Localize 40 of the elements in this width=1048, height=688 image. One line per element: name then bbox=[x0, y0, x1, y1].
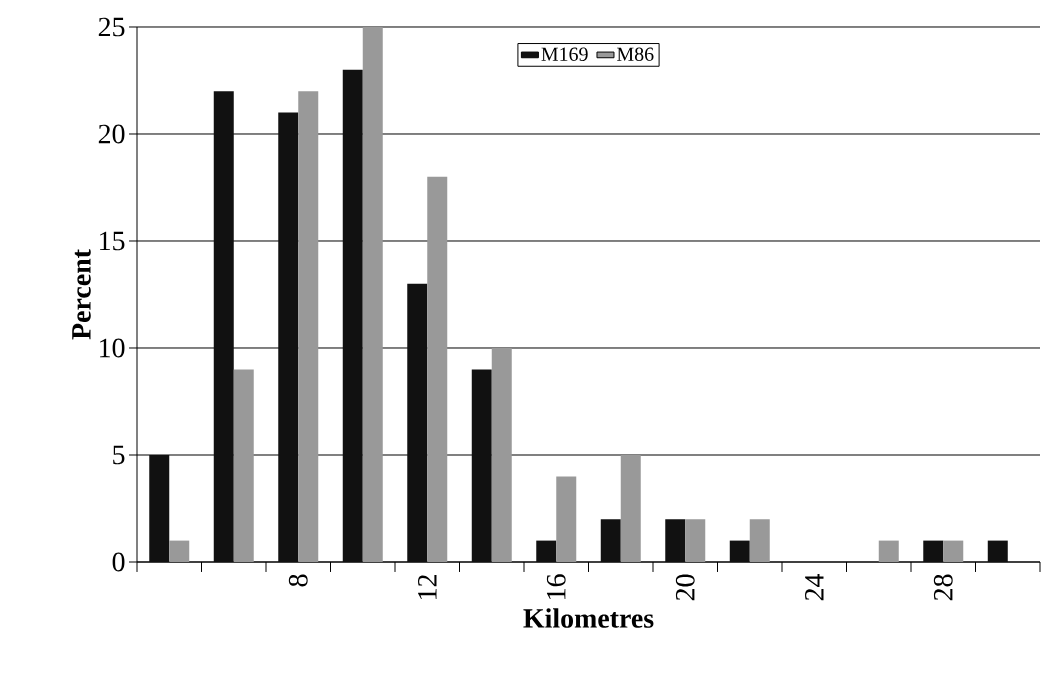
bar bbox=[923, 540, 944, 562]
bar bbox=[685, 519, 706, 562]
legend-label: M169 bbox=[541, 47, 588, 61]
bar bbox=[298, 91, 319, 562]
x-tick-label: 28 bbox=[933, 574, 953, 601]
bar bbox=[427, 176, 448, 562]
bar bbox=[149, 455, 170, 562]
bar bbox=[407, 283, 428, 562]
bar bbox=[362, 27, 383, 562]
bar bbox=[233, 369, 254, 562]
x-tick-label: 24 bbox=[805, 573, 824, 601]
x-tick-label: 12 bbox=[418, 575, 437, 599]
bar bbox=[471, 369, 492, 562]
y-tick-label: 0 bbox=[112, 552, 125, 572]
bar bbox=[665, 519, 686, 562]
y-tick-label: 10 bbox=[100, 338, 125, 358]
bar bbox=[749, 519, 770, 562]
bar bbox=[342, 69, 363, 562]
bar bbox=[600, 519, 621, 562]
x-tick-label: 16 bbox=[546, 574, 566, 599]
bar bbox=[987, 540, 1008, 562]
bar bbox=[536, 540, 557, 562]
bar bbox=[729, 540, 750, 562]
legend-label: M86 bbox=[617, 47, 654, 61]
bar bbox=[169, 540, 190, 562]
y-tick-label: 5 bbox=[113, 445, 125, 465]
x-tick-label: 8 bbox=[288, 574, 308, 587]
bar bbox=[556, 476, 577, 562]
bar bbox=[491, 348, 512, 562]
x-tick-label: 20 bbox=[675, 574, 695, 601]
bar bbox=[943, 540, 964, 562]
bar bbox=[878, 540, 899, 562]
y-tick-label: 20 bbox=[98, 124, 125, 144]
y-tick-label: 15 bbox=[100, 231, 125, 251]
bar bbox=[278, 112, 299, 562]
y-tick-label: 25 bbox=[98, 17, 125, 37]
x-axis-title: Kilometres bbox=[523, 608, 654, 628]
y-axis-title: Percent bbox=[72, 249, 91, 340]
bar bbox=[213, 91, 234, 562]
bar bbox=[620, 455, 641, 562]
